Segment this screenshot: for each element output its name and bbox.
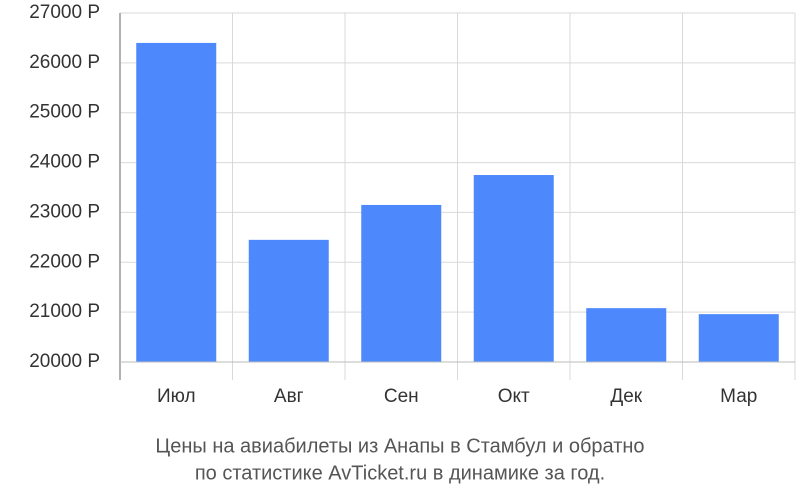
- x-tick-label: Окт: [498, 386, 530, 407]
- y-tick-label: 26000 Р: [29, 52, 100, 73]
- x-tick-label: Дек: [610, 386, 642, 407]
- y-tick-label: 21000 Р: [29, 301, 100, 322]
- y-tick-label: 24000 Р: [29, 152, 100, 173]
- x-tick-label: Сен: [384, 386, 419, 407]
- chart-title: Цены на авиабилеты из Анапы в Стамбул и …: [155, 435, 644, 457]
- bar: [586, 308, 667, 362]
- bar: [473, 175, 554, 362]
- y-tick-label: 27000 Р: [29, 2, 100, 23]
- x-tick-label: Авг: [274, 386, 304, 407]
- bar: [698, 314, 779, 362]
- bar: [361, 204, 442, 362]
- y-tick-label: 23000 Р: [29, 201, 100, 222]
- bar: [136, 42, 217, 363]
- chart-title: по статистике AvTicket.ru в динамике за …: [195, 462, 605, 484]
- y-tick-label: 22000 Р: [29, 251, 100, 272]
- bar: [248, 239, 329, 362]
- y-tick-label: 25000 Р: [29, 102, 100, 123]
- x-tick-label: Мар: [720, 386, 757, 407]
- y-tick-label: 20000 Р: [29, 351, 100, 372]
- x-tick-label: Июл: [157, 386, 196, 407]
